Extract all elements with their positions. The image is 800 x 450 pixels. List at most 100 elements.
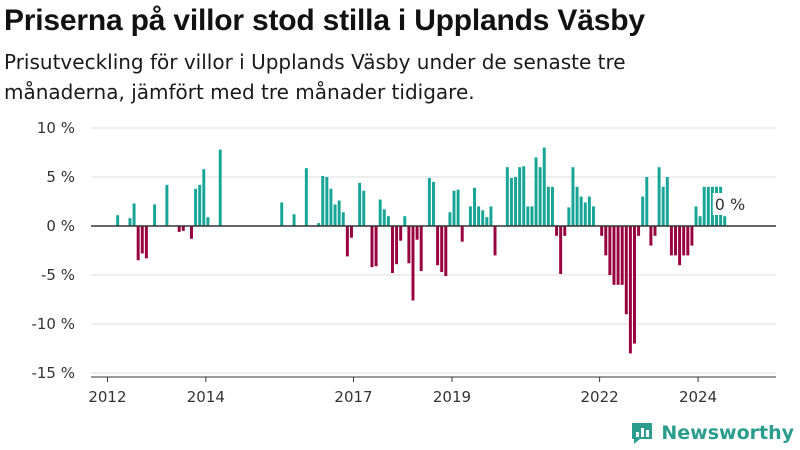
bar — [358, 182, 362, 226]
newsworthy-logo-icon — [632, 423, 653, 444]
y-tick-label: 5 % — [46, 168, 75, 186]
bar — [403, 216, 407, 226]
bar — [641, 196, 645, 226]
bar — [657, 167, 661, 226]
bar — [329, 188, 333, 226]
bar — [624, 226, 628, 315]
bar — [448, 212, 452, 226]
bar — [440, 226, 444, 273]
bar-series — [116, 147, 727, 354]
bar — [653, 226, 657, 236]
bar — [292, 214, 296, 226]
bar — [493, 226, 497, 256]
bar — [538, 167, 542, 226]
bar — [505, 167, 509, 226]
bar — [485, 217, 489, 226]
bar — [604, 226, 608, 256]
bar — [128, 218, 132, 226]
y-tick-label: -15 % — [31, 364, 75, 382]
y-axis: 10 % 5 % 0 % -5 % -10 % -15 % — [31, 119, 75, 382]
bar — [473, 187, 476, 226]
bar — [628, 226, 632, 354]
bar — [706, 186, 710, 226]
y-tick-label: -5 % — [41, 266, 75, 284]
bar — [698, 216, 702, 226]
chart-subtitle: Prisutveckling för villor i Upplands Väs… — [4, 50, 626, 104]
bar — [579, 196, 583, 226]
bar — [563, 226, 567, 236]
bar — [325, 177, 329, 226]
bar — [378, 199, 382, 226]
bar — [153, 204, 157, 226]
gridlines — [91, 127, 776, 374]
bar — [546, 186, 550, 226]
bar — [534, 157, 538, 226]
bar — [477, 206, 481, 226]
bar — [407, 226, 411, 264]
last-value-background — [712, 193, 749, 215]
bar — [575, 186, 579, 226]
bar — [432, 181, 435, 226]
bar — [690, 226, 694, 246]
bar — [514, 177, 518, 226]
bar — [370, 226, 374, 268]
bar — [444, 226, 448, 276]
bar — [165, 184, 169, 226]
last-value-label: 0 % — [715, 195, 745, 214]
bar — [144, 226, 148, 259]
x-tick-label: 2017 — [334, 388, 372, 406]
bar — [419, 226, 423, 272]
bar — [415, 226, 419, 240]
bar — [481, 210, 485, 226]
bar — [427, 177, 431, 226]
bar — [218, 149, 222, 226]
bar — [411, 226, 415, 301]
x-tick-label: 2022 — [581, 388, 619, 406]
bar — [686, 226, 690, 256]
bar — [702, 186, 706, 226]
bar — [649, 226, 653, 246]
bar — [181, 226, 185, 231]
chart-title: Priserna på villor stod stilla i Uppland… — [4, 4, 645, 37]
bar — [177, 226, 181, 232]
y-tick-label: 0 % — [46, 217, 75, 235]
bar — [198, 184, 202, 226]
bar — [452, 190, 456, 226]
bar — [723, 216, 727, 226]
bar — [374, 226, 378, 267]
last-value-annotation: 0 % — [712, 193, 749, 215]
brand-name: Newsworthy — [661, 422, 794, 444]
bar — [345, 226, 349, 257]
bar — [550, 186, 554, 226]
bar — [436, 226, 440, 266]
bar — [567, 207, 571, 226]
bar — [304, 168, 308, 226]
bar — [399, 226, 403, 241]
bar — [194, 188, 198, 226]
bar — [140, 226, 144, 254]
bar — [136, 226, 140, 261]
bar — [349, 226, 353, 238]
bar — [669, 226, 673, 256]
bar — [661, 186, 665, 226]
bar — [674, 226, 677, 256]
bar — [362, 190, 366, 226]
bar — [460, 226, 464, 242]
bar — [202, 169, 206, 226]
bar — [509, 177, 513, 226]
bar — [395, 226, 399, 265]
x-tick-label: 2014 — [187, 388, 225, 406]
bar — [280, 202, 284, 226]
bar — [665, 177, 669, 226]
bar — [637, 226, 641, 236]
bar — [386, 216, 390, 226]
bar — [391, 226, 394, 274]
bar — [206, 217, 210, 226]
bar — [616, 226, 620, 285]
bar — [317, 223, 321, 226]
bar — [526, 206, 530, 226]
bar — [633, 226, 636, 344]
bar — [620, 226, 624, 285]
bar — [555, 226, 559, 236]
